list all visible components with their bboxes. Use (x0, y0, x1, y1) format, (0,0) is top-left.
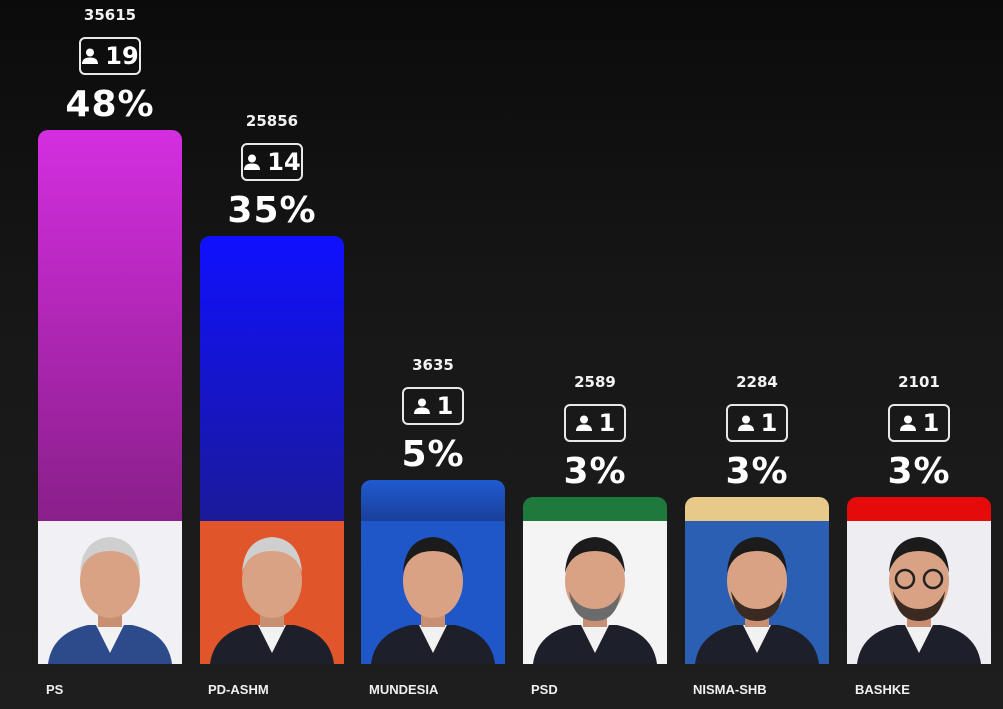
vote-count: 35615 (83, 6, 137, 24)
candidate-photo (200, 521, 344, 664)
party-column: 48% 19 35615 PS (38, 0, 182, 709)
seat-count: 14 (267, 148, 301, 176)
party-name: NISMA-SHB (693, 682, 767, 697)
seat-count: 1 (760, 409, 778, 437)
party-name: PS (46, 682, 64, 697)
person-icon (82, 48, 99, 64)
bar (685, 497, 829, 521)
party-name: MUNDESIA (369, 682, 439, 697)
bar (847, 497, 991, 521)
party-column: 35% 14 25856 PD-ASHM (200, 0, 344, 709)
percent-label: 48% (65, 84, 155, 125)
seat-count: 1 (922, 409, 940, 437)
candidate-photo (685, 521, 829, 664)
seat-badge: 19 (79, 37, 141, 75)
person-icon (899, 415, 916, 431)
party-name: PSD (531, 682, 558, 697)
party-name: PD-ASHM (208, 682, 269, 697)
bar (38, 130, 182, 521)
seat-count: 19 (105, 42, 139, 70)
seat-badge: 1 (888, 404, 950, 442)
party-column: 3% 1 2101 BASHKE (847, 0, 991, 709)
candidate-photo (847, 521, 991, 664)
vote-count: 3635 (412, 356, 454, 374)
percent-label: 3% (563, 451, 627, 492)
person-icon (575, 415, 592, 431)
seat-badge: 1 (564, 404, 626, 442)
vote-count: 2284 (736, 373, 778, 391)
candidate-photo (523, 521, 667, 664)
party-column: 3% 1 2284 NISMA-SHB (685, 0, 829, 709)
bar (200, 236, 344, 521)
bar (361, 480, 505, 521)
vote-count: 25856 (245, 112, 299, 130)
percent-label: 3% (725, 451, 789, 492)
party-column: 5% 1 3635 MUNDESIA (361, 0, 505, 709)
percent-label: 5% (401, 434, 465, 475)
person-icon (737, 415, 754, 431)
vote-count: 2589 (574, 373, 616, 391)
vote-count: 2101 (898, 373, 940, 391)
bar (523, 497, 667, 521)
candidate-photo (38, 521, 182, 664)
person-icon (244, 154, 261, 170)
person-icon (413, 398, 430, 414)
seat-badge: 14 (241, 143, 303, 181)
seat-badge: 1 (726, 404, 788, 442)
percent-label: 35% (227, 190, 317, 231)
seat-count: 1 (436, 392, 454, 420)
percent-label: 3% (887, 451, 951, 492)
party-name: BASHKE (855, 682, 910, 697)
seat-count: 1 (598, 409, 616, 437)
candidate-photo (361, 521, 505, 664)
party-column: 3% 1 2589 PSD (523, 0, 667, 709)
seat-badge: 1 (402, 387, 464, 425)
